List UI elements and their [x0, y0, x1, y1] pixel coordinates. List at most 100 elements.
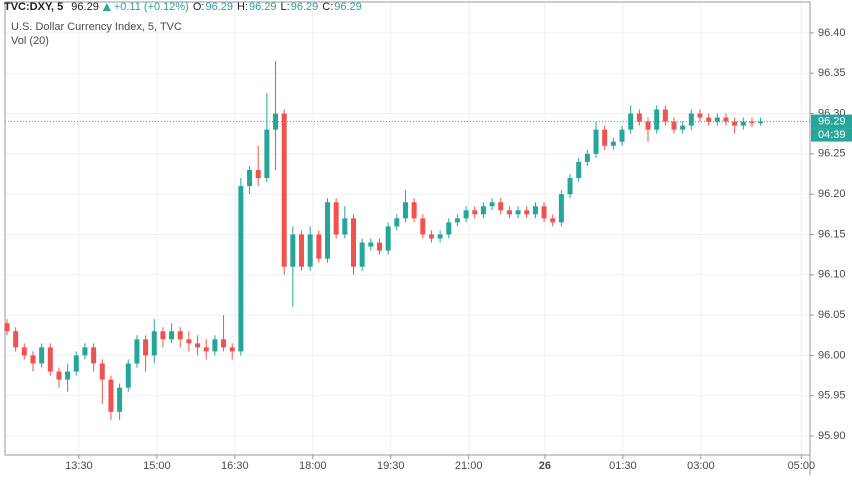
y-tick-label: 95.95	[818, 390, 846, 402]
x-tick-label: 15:00	[143, 460, 171, 472]
header: TVC:DXY, 5 96.29 +0.11 (+0.12%) O: 96.29…	[4, 1, 362, 47]
last-price-box	[811, 114, 852, 129]
candle-body	[697, 113, 703, 118]
candle-body	[99, 363, 105, 380]
candle-body	[290, 234, 296, 267]
candle-body	[281, 113, 287, 267]
candle-body	[602, 129, 608, 146]
candle-body	[619, 129, 625, 142]
open-value: 96.29	[205, 1, 233, 13]
x-tick-label: 26	[539, 460, 551, 472]
candle-body	[567, 178, 573, 195]
candle-body	[506, 210, 512, 215]
up-arrow	[102, 3, 111, 11]
candle-body	[576, 161, 582, 179]
candle-body	[593, 129, 599, 154]
candle-body	[532, 206, 538, 215]
x-tick-label: 21:00	[455, 460, 483, 472]
x-tick-label: 13:30	[65, 460, 93, 472]
candle-body	[299, 234, 305, 267]
candle-body	[221, 339, 227, 348]
x-tick-label: 03:00	[687, 460, 715, 472]
candle-body	[376, 242, 382, 251]
low-label: L:	[281, 1, 290, 13]
x-tick-label: 18:00	[299, 460, 327, 472]
candle-body	[428, 234, 434, 239]
candle-body	[385, 226, 391, 251]
candle-body	[628, 113, 634, 130]
open-label: O:	[193, 1, 205, 13]
candle-body	[316, 234, 322, 259]
candle-body	[325, 202, 331, 259]
candle-body	[212, 339, 218, 352]
candle-body	[169, 331, 175, 340]
candle-body	[489, 202, 495, 207]
candle-body	[662, 109, 668, 122]
candle-body	[550, 218, 556, 223]
candle-body	[411, 202, 417, 219]
candle-body	[238, 186, 244, 352]
candle-body	[333, 202, 339, 235]
x-tick-label: 16:30	[221, 460, 249, 472]
candle-body	[446, 222, 452, 235]
countdown-label: 04:39	[818, 129, 846, 141]
candle-body	[47, 347, 53, 372]
candle-body	[73, 355, 79, 372]
last-price-label: 96.29	[818, 115, 846, 127]
x-tick-label: 19:30	[377, 460, 405, 472]
candle-body	[714, 117, 720, 122]
candle-body	[229, 347, 235, 352]
candle-body	[342, 218, 348, 235]
candle-body	[515, 210, 521, 215]
candle-body	[420, 218, 426, 235]
candle-body	[584, 153, 590, 162]
volume-label: Vol (20)	[11, 35, 49, 47]
candle-body	[117, 387, 123, 412]
candle-body	[30, 355, 36, 364]
y-tick-label: 96.05	[818, 309, 846, 321]
candle-body	[688, 113, 694, 126]
candle-body	[108, 379, 114, 412]
candle-body	[758, 121, 764, 124]
y-tick-label: 96.20	[818, 188, 846, 200]
candle-body	[524, 210, 530, 215]
candle-body	[359, 242, 365, 267]
candle-body	[307, 234, 313, 267]
candle-body	[610, 141, 616, 146]
candle-body	[437, 234, 443, 239]
candle-body	[39, 347, 45, 364]
candle-body	[65, 371, 71, 380]
candle-body	[541, 206, 547, 219]
y-tick-label: 96.40	[818, 27, 846, 39]
candle-body	[350, 218, 356, 267]
candle-body	[195, 343, 201, 348]
candle-body	[723, 117, 729, 122]
candle-body	[402, 202, 408, 219]
candle-body	[680, 125, 686, 130]
candle-body	[160, 331, 166, 340]
price: 96.29	[71, 1, 99, 13]
candle-body	[255, 169, 261, 179]
candle-body	[13, 331, 19, 348]
candle-body	[740, 121, 746, 126]
candle-body	[91, 347, 97, 364]
candle-body	[558, 194, 564, 223]
candle-body	[56, 371, 62, 380]
candle-body	[394, 218, 400, 227]
candle-body	[134, 339, 140, 364]
candle-body	[498, 202, 504, 211]
countdown-box	[811, 128, 852, 142]
candle-body	[706, 117, 712, 122]
candle-body	[671, 121, 677, 130]
candle-body	[177, 331, 183, 340]
candle-body	[749, 121, 755, 124]
candle-body	[151, 331, 157, 356]
y-tick-label: 96.35	[818, 67, 846, 79]
candle-body	[203, 347, 209, 352]
candle-body	[645, 121, 651, 130]
low-value: 96.29	[291, 1, 319, 13]
candle-body	[454, 218, 460, 223]
y-tick-label: 95.90	[818, 430, 846, 442]
